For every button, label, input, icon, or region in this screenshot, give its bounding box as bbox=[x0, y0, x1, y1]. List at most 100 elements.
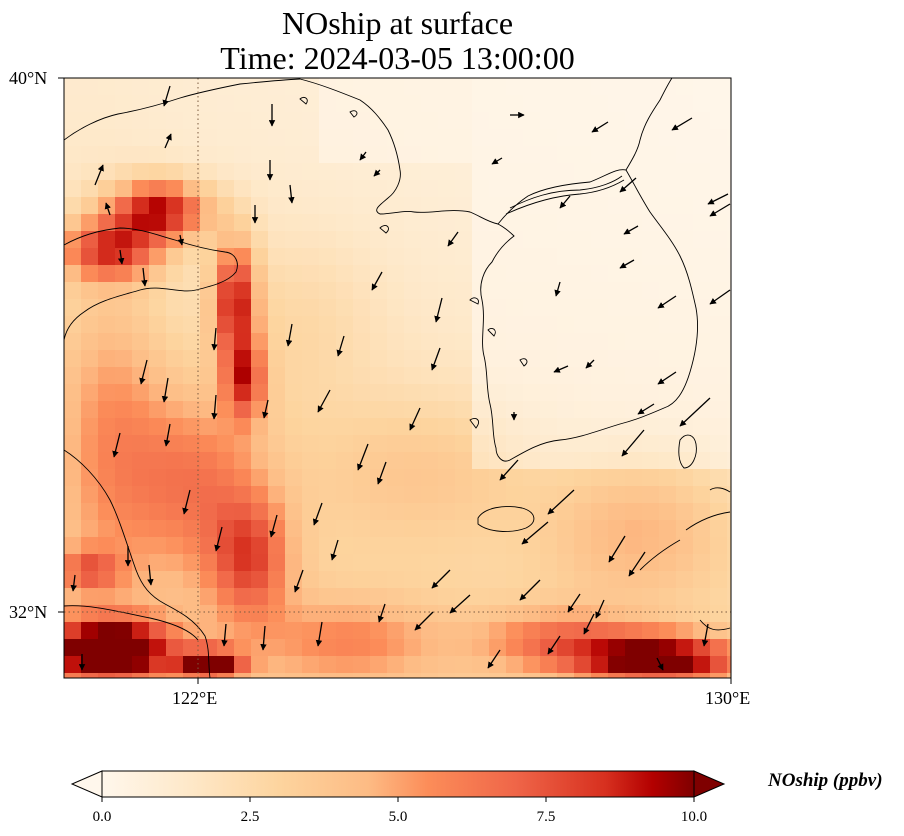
north-korea-east-coast bbox=[625, 78, 673, 171]
wind-vector bbox=[547, 489, 575, 515]
wind-vector bbox=[357, 443, 369, 471]
wind-vector bbox=[591, 121, 609, 133]
wind-vector bbox=[447, 231, 459, 247]
noship-concentration-field bbox=[64, 78, 731, 678]
wind-vector bbox=[163, 423, 171, 447]
map-frame bbox=[63, 77, 732, 679]
wind-vector bbox=[519, 579, 541, 601]
wind-vector bbox=[177, 234, 185, 246]
wind-vector bbox=[221, 623, 228, 647]
map-time-subtitle: Time: 2024-03-05 13:00:00 bbox=[220, 40, 575, 76]
wind-vector bbox=[499, 459, 519, 481]
wind-vector bbox=[709, 289, 731, 305]
wind-vector bbox=[211, 394, 218, 420]
korea-border-line-2 bbox=[505, 179, 625, 215]
wind-vector bbox=[104, 202, 111, 216]
wind-vector bbox=[112, 432, 121, 458]
shandong-coastline bbox=[64, 227, 238, 341]
wind-vector bbox=[211, 327, 218, 351]
wind-vector bbox=[162, 85, 171, 107]
bohai-islands bbox=[299, 96, 389, 234]
wind-vector bbox=[619, 259, 635, 269]
wind-vector bbox=[619, 177, 637, 193]
wind-vector bbox=[359, 151, 367, 161]
wind-vector bbox=[657, 371, 677, 385]
wind-vector bbox=[595, 599, 605, 619]
wind-vector bbox=[330, 539, 339, 561]
wind-vector bbox=[553, 365, 569, 373]
wind-vector bbox=[371, 271, 383, 291]
wind-vector bbox=[701, 623, 709, 647]
wind-vector bbox=[147, 564, 154, 586]
wind-vector bbox=[376, 461, 387, 485]
lat-label-40n: 40°N bbox=[9, 68, 48, 88]
north-korea-west-coast bbox=[413, 169, 627, 225]
wind-vector bbox=[141, 267, 148, 287]
korean-islands bbox=[469, 297, 528, 429]
wind-vector bbox=[628, 551, 646, 577]
cbar-label-2-5: 2.5 bbox=[240, 809, 260, 825]
wind-vector bbox=[293, 569, 304, 593]
map-title: NOship at surface bbox=[281, 5, 514, 41]
wind-vector bbox=[431, 569, 451, 589]
wind-vector bbox=[315, 621, 323, 647]
wind-vector bbox=[608, 535, 626, 563]
liaodong-bay-coast bbox=[64, 78, 301, 141]
lon-label-122e: 122°E bbox=[172, 688, 218, 708]
colorbar bbox=[70, 770, 726, 802]
lat-label-32n: 32°N bbox=[9, 602, 48, 622]
gridlines bbox=[64, 78, 731, 678]
cbar-label-5: 5.0 bbox=[388, 809, 408, 825]
wind-vector bbox=[377, 603, 386, 623]
cbar-label-0: 0.0 bbox=[92, 809, 112, 825]
jiangsu-coastline bbox=[64, 449, 211, 678]
wind-vector bbox=[312, 502, 323, 526]
wind-vector bbox=[285, 323, 293, 347]
wind-vector bbox=[269, 514, 278, 538]
korea-border-line bbox=[509, 175, 623, 209]
wind-vector bbox=[679, 397, 711, 427]
wind-vector bbox=[623, 225, 639, 235]
wind-vector bbox=[260, 625, 267, 651]
wind-vector bbox=[547, 635, 561, 655]
wind-vector bbox=[621, 429, 645, 457]
wind-vector bbox=[373, 169, 381, 177]
wind-vector bbox=[434, 297, 443, 323]
korean-peninsula-coast bbox=[480, 169, 699, 462]
liaodong-peninsula bbox=[299, 78, 415, 215]
wind-vector bbox=[709, 203, 731, 217]
wind-vector bbox=[139, 359, 148, 385]
wind-vector bbox=[521, 521, 549, 545]
wind-vector bbox=[161, 377, 169, 403]
colorbar-max-extend bbox=[693, 770, 726, 798]
colorbar-min-extend bbox=[70, 770, 103, 798]
wind-vector bbox=[585, 359, 595, 369]
wind-vector bbox=[317, 389, 331, 413]
wind-vectors bbox=[70, 85, 731, 671]
cbar-label-10: 10.0 bbox=[680, 809, 708, 825]
cbar-label-7-5: 7.5 bbox=[536, 809, 556, 825]
wind-vector bbox=[559, 195, 571, 209]
wind-vector bbox=[637, 403, 655, 415]
wind-vector bbox=[554, 281, 561, 297]
wind-vector bbox=[94, 164, 104, 186]
wind-vector bbox=[449, 594, 471, 614]
wind-vector bbox=[262, 399, 269, 419]
wind-vector bbox=[583, 613, 595, 635]
wind-vector bbox=[430, 347, 441, 371]
wind-vector bbox=[656, 657, 664, 671]
jeju-island bbox=[477, 506, 535, 532]
wind-vector bbox=[657, 295, 677, 309]
yangtze-estuary bbox=[64, 605, 199, 641]
wind-vector bbox=[491, 157, 503, 165]
wind-vector bbox=[214, 526, 223, 552]
colorbar-gradient bbox=[102, 771, 694, 797]
wind-vector bbox=[671, 117, 693, 131]
wind-vector bbox=[117, 249, 125, 265]
axis-ticks bbox=[58, 77, 732, 684]
lon-label-130e: 130°E bbox=[705, 688, 751, 708]
wind-vector bbox=[409, 407, 421, 431]
wind-vector bbox=[487, 649, 501, 669]
wind-vector bbox=[567, 593, 581, 613]
coastlines bbox=[64, 78, 731, 678]
